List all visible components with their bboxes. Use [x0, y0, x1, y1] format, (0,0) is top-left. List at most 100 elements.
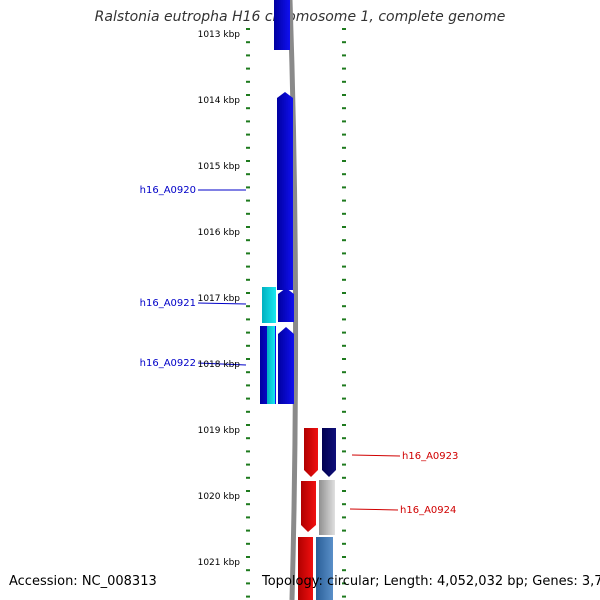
genome-summary: Topology: circular; Length: 4,052,032 bp… — [262, 574, 600, 589]
ruler-tick — [246, 424, 250, 426]
ruler-tick — [342, 331, 346, 334]
ruler-tick — [246, 146, 250, 149]
ruler-tick — [246, 67, 250, 70]
ruler-tick — [342, 265, 346, 268]
map-title: Ralstonia eutropha H16 chromosome 1, com… — [94, 9, 506, 25]
ruler-tick — [246, 239, 250, 242]
ruler-tick — [342, 278, 346, 281]
ruler-tick — [342, 410, 346, 413]
ruler-tick — [342, 292, 346, 294]
ruler-tick — [246, 173, 250, 176]
ruler-tick — [342, 397, 346, 400]
ruler-label: 1017 kbp — [198, 294, 241, 304]
ruler-tick — [342, 226, 346, 228]
ruler-label: 1015 kbp — [198, 162, 241, 172]
ruler-tick — [246, 569, 250, 572]
ruler-tick — [342, 503, 346, 506]
ruler-tick — [342, 384, 346, 387]
ruler-tick — [246, 54, 250, 57]
ruler-tick — [342, 318, 346, 321]
ruler-tick — [246, 331, 250, 334]
ruler-label: 1021 kbp — [198, 558, 241, 568]
gene-label: h16_A0924 — [400, 505, 456, 516]
ruler-tick — [342, 94, 346, 96]
ruler-label: 1013 kbp — [198, 30, 241, 40]
ruler-tick — [246, 450, 250, 453]
ruler-tick — [246, 595, 250, 598]
gene-label: h16_A0920 — [140, 185, 196, 196]
gene-feature-h16-a0920 — [277, 92, 293, 290]
ruler-tick — [342, 80, 346, 83]
ruler-tick — [342, 344, 346, 347]
ruler-tick — [342, 516, 346, 519]
label-leaders — [197, 189, 401, 511]
gene-feature-h16-a0921-frame — [262, 287, 276, 323]
gene-feature-h16-a0921 — [278, 288, 294, 322]
ruler-tick — [246, 384, 250, 387]
ruler-tick — [246, 107, 250, 110]
ruler-tick — [342, 424, 346, 426]
ruler-tick — [246, 556, 250, 558]
ruler-tick — [342, 41, 346, 44]
ruler-tick — [342, 358, 346, 360]
ruler-tick — [342, 120, 346, 123]
backbone-curve — [287, 0, 299, 600]
accession-text: Accession: NC_008313 — [9, 574, 157, 589]
ruler-label: 1018 kbp — [198, 360, 241, 370]
ruler-tick — [342, 54, 346, 57]
ruler-tick — [246, 226, 250, 228]
ruler-tick — [246, 503, 250, 506]
ruler-tick — [342, 212, 346, 215]
ruler-tick — [342, 569, 346, 572]
ruler-tick — [246, 265, 250, 268]
gene-label: h16_A0921 — [140, 298, 196, 309]
ruler-tick — [246, 292, 250, 294]
ruler-tick — [342, 252, 346, 255]
ruler-tick — [342, 463, 346, 466]
ruler-labels: 1013 kbp 1014 kbp 1015 kbp 1016 kbp 1017 kbp… — [198, 30, 241, 568]
gene-feature-top — [274, 0, 290, 50]
ruler-tick — [342, 305, 346, 308]
ruler-tick — [342, 582, 346, 585]
gene-feature-steel — [316, 537, 333, 600]
ruler-tick — [246, 529, 250, 532]
ruler-tick — [246, 133, 250, 136]
ruler-tick — [246, 41, 250, 44]
ruler-tick — [246, 490, 250, 492]
ruler-tick — [246, 582, 250, 585]
ruler-tick — [342, 529, 346, 532]
ruler-tick — [246, 397, 250, 400]
ruler-tick — [246, 344, 250, 347]
ruler-tick — [342, 556, 346, 558]
gene-feature-h16-a0924 — [301, 481, 316, 532]
ruler-label: 1020 kbp — [198, 492, 241, 502]
ruler-label: 1016 kbp — [198, 228, 241, 238]
ruler-label: 1014 kbp — [198, 96, 241, 106]
gene-labels: h16_A0920 h16_A0921 h16_A0922 h16_A0923 h16_… — [140, 185, 459, 516]
ruler-tick — [246, 278, 250, 281]
gene-feature-h16-a0923 — [304, 428, 318, 477]
ruler-tick — [342, 595, 346, 598]
ruler-tick — [246, 371, 250, 374]
ruler-tick — [246, 516, 250, 519]
ruler-label: 1019 kbp — [198, 426, 241, 436]
ruler-tick — [342, 173, 346, 176]
ruler-tick — [246, 186, 250, 189]
leader-line — [349, 508, 399, 511]
ruler-tick — [246, 542, 250, 545]
ruler-tick — [246, 437, 250, 440]
gene-feature-red-bottom — [298, 537, 313, 600]
ruler-tick — [246, 305, 250, 308]
leader-line — [351, 454, 401, 457]
ruler-tick — [246, 410, 250, 413]
ruler-tick — [246, 463, 250, 466]
gene-label: h16_A0923 — [402, 451, 458, 462]
gene-feature-h16-a0922-frame-inner — [267, 326, 275, 404]
ruler-tick — [342, 450, 346, 453]
ruler-tick — [246, 318, 250, 321]
ruler-tick — [342, 542, 346, 545]
ruler-tick — [342, 186, 346, 189]
ruler-tick — [342, 239, 346, 242]
ruler-tick — [342, 371, 346, 374]
